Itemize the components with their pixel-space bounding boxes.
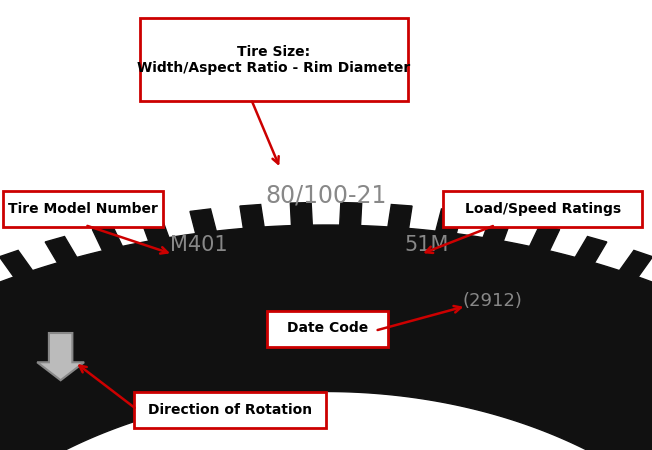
- Polygon shape: [388, 204, 412, 229]
- Text: M401: M401: [170, 235, 228, 255]
- FancyBboxPatch shape: [3, 191, 163, 227]
- Polygon shape: [340, 202, 362, 225]
- FancyBboxPatch shape: [134, 392, 326, 428]
- Polygon shape: [141, 216, 169, 241]
- Polygon shape: [529, 225, 559, 251]
- Polygon shape: [0, 250, 33, 277]
- Text: (2912): (2912): [462, 292, 522, 310]
- Text: Load/Speed Ratings: Load/Speed Ratings: [465, 202, 621, 216]
- Polygon shape: [45, 237, 77, 263]
- FancyBboxPatch shape: [443, 191, 642, 227]
- Text: Tire Model Number: Tire Model Number: [8, 202, 158, 216]
- Text: Date Code: Date Code: [287, 321, 368, 336]
- Text: 80/100-21: 80/100-21: [265, 184, 387, 208]
- Polygon shape: [483, 216, 511, 241]
- Polygon shape: [93, 225, 123, 251]
- Polygon shape: [240, 204, 264, 229]
- Polygon shape: [190, 209, 216, 234]
- Text: Direction of Rotation: Direction of Rotation: [148, 402, 312, 417]
- Polygon shape: [575, 237, 607, 263]
- Polygon shape: [290, 202, 312, 225]
- Text: Tire Size:
Width/Aspect Ratio - Rim Diameter: Tire Size: Width/Aspect Ratio - Rim Diam…: [137, 45, 411, 75]
- Polygon shape: [0, 225, 652, 450]
- Text: 51M: 51M: [405, 235, 449, 255]
- FancyBboxPatch shape: [140, 18, 408, 101]
- Polygon shape: [436, 209, 462, 234]
- Polygon shape: [619, 250, 652, 277]
- Polygon shape: [37, 333, 84, 380]
- FancyBboxPatch shape: [267, 310, 388, 346]
